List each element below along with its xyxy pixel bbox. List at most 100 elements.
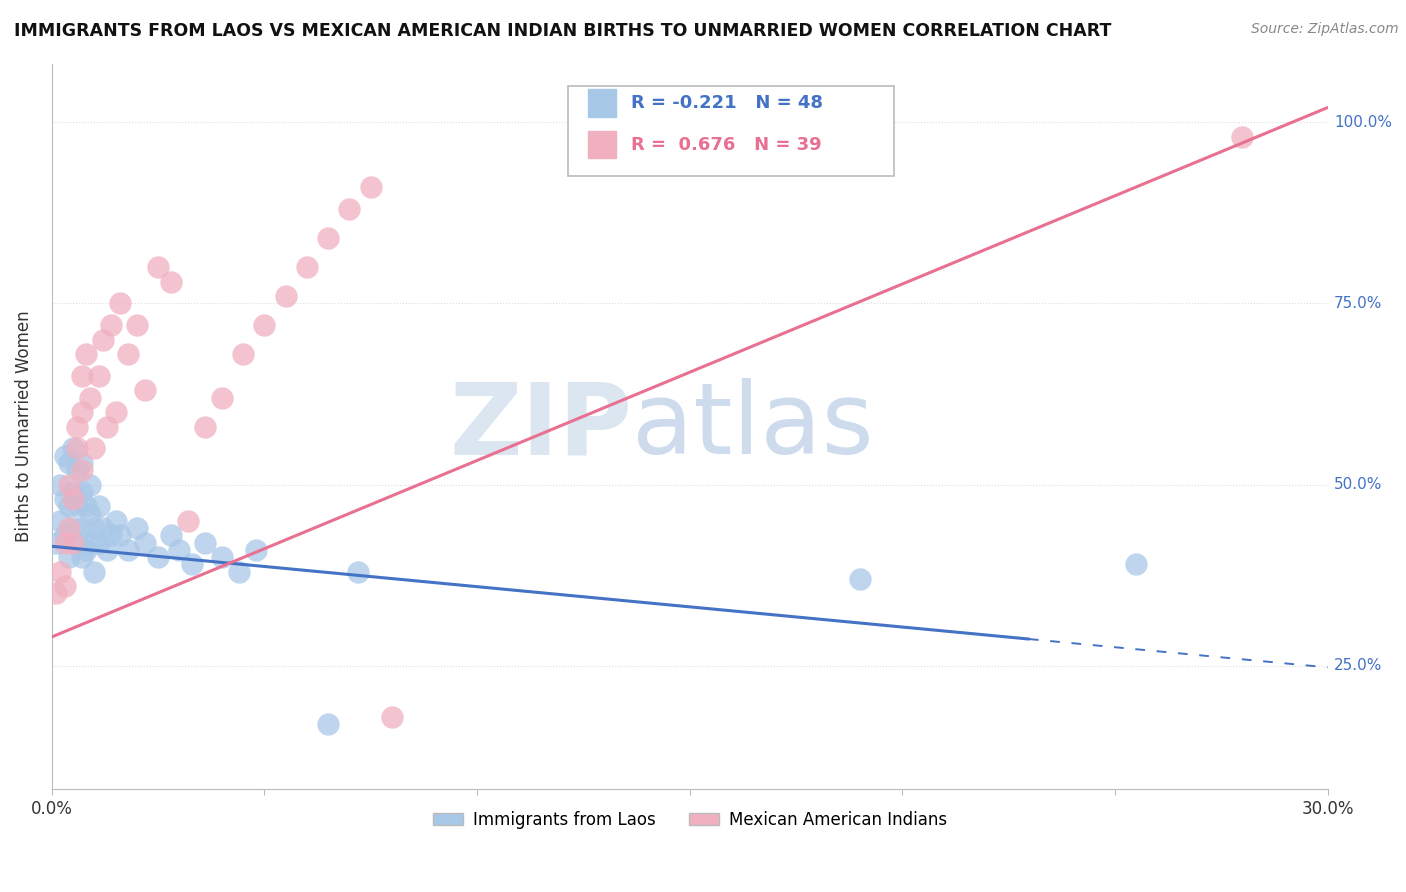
Text: Source: ZipAtlas.com: Source: ZipAtlas.com [1251, 22, 1399, 37]
Point [91, 521, 114, 535]
Point [79, 477, 101, 491]
Point [848, 572, 870, 586]
Point [104, 514, 127, 528]
Point [70, 550, 93, 565]
Y-axis label: Births to Unmarried Women: Births to Unmarried Women [15, 310, 32, 542]
Point [194, 419, 217, 434]
Point [70, 484, 93, 499]
Point [66, 535, 89, 549]
Point [146, 260, 169, 274]
Point [70, 368, 93, 383]
Point [53, 449, 76, 463]
Point [79, 535, 101, 549]
Point [347, 565, 370, 579]
Point [245, 542, 267, 557]
Point [45, 535, 67, 549]
FancyBboxPatch shape [568, 86, 894, 177]
Point [211, 550, 233, 565]
Text: 100.0%: 100.0% [1334, 114, 1392, 129]
Point [66, 463, 89, 477]
Point [58, 521, 80, 535]
Point [75, 542, 97, 557]
Point [87, 500, 110, 514]
Point [58, 477, 80, 491]
Point [159, 275, 181, 289]
Point [75, 500, 97, 514]
Point [87, 368, 110, 383]
Point [100, 528, 122, 542]
Point [117, 542, 139, 557]
Point [211, 391, 233, 405]
Point [53, 492, 76, 507]
Point [100, 318, 122, 332]
Point [125, 521, 148, 535]
Point [125, 318, 148, 332]
Point [117, 347, 139, 361]
Point [274, 289, 297, 303]
Bar [588, 131, 616, 159]
Point [53, 579, 76, 593]
Point [228, 565, 250, 579]
Point [62, 492, 84, 507]
Point [49, 514, 72, 528]
Point [104, 405, 127, 419]
Text: 75.0%: 75.0% [1334, 296, 1382, 311]
Point [70, 456, 93, 470]
Point [360, 180, 382, 194]
Text: R = -0.221   N = 48: R = -0.221 N = 48 [631, 95, 823, 112]
Point [134, 535, 156, 549]
Point [70, 463, 93, 477]
Point [108, 296, 131, 310]
Text: IMMIGRANTS FROM LAOS VS MEXICAN AMERICAN INDIAN BIRTHS TO UNMARRIED WOMEN CORREL: IMMIGRANTS FROM LAOS VS MEXICAN AMERICAN… [14, 22, 1111, 40]
Point [70, 521, 93, 535]
Point [70, 405, 93, 419]
Point [83, 521, 105, 535]
Legend: Immigrants from Laos, Mexican American Indians: Immigrants from Laos, Mexican American I… [426, 804, 953, 835]
Point [169, 542, 191, 557]
Point [134, 384, 156, 398]
Point [232, 347, 254, 361]
Point [181, 558, 204, 572]
Point [83, 565, 105, 579]
Point [91, 333, 114, 347]
Point [253, 318, 276, 332]
Point [75, 347, 97, 361]
Point [62, 442, 84, 456]
Point [49, 565, 72, 579]
Point [49, 477, 72, 491]
Point [96, 419, 118, 434]
Point [62, 484, 84, 499]
Point [295, 260, 318, 274]
Point [58, 500, 80, 514]
Point [58, 550, 80, 565]
Point [316, 231, 339, 245]
Point [159, 528, 181, 542]
Point [62, 521, 84, 535]
Point [194, 535, 217, 549]
Text: 25.0%: 25.0% [1334, 658, 1382, 673]
Point [53, 535, 76, 549]
Point [146, 550, 169, 565]
Point [1232, 129, 1254, 144]
Point [62, 535, 84, 549]
Point [66, 419, 89, 434]
Point [339, 202, 361, 216]
Point [79, 507, 101, 521]
Point [96, 542, 118, 557]
Point [87, 535, 110, 549]
Point [381, 709, 404, 723]
Point [66, 500, 89, 514]
Point [53, 528, 76, 542]
Point [177, 514, 200, 528]
Point [79, 391, 101, 405]
Point [1125, 558, 1147, 572]
Text: 50.0%: 50.0% [1334, 477, 1382, 492]
Point [316, 717, 339, 731]
Point [83, 442, 105, 456]
Bar [588, 89, 616, 117]
Point [66, 442, 89, 456]
Text: atlas: atlas [633, 378, 875, 475]
Point [108, 528, 131, 542]
Text: ZIP: ZIP [450, 378, 633, 475]
Point [45, 586, 67, 600]
